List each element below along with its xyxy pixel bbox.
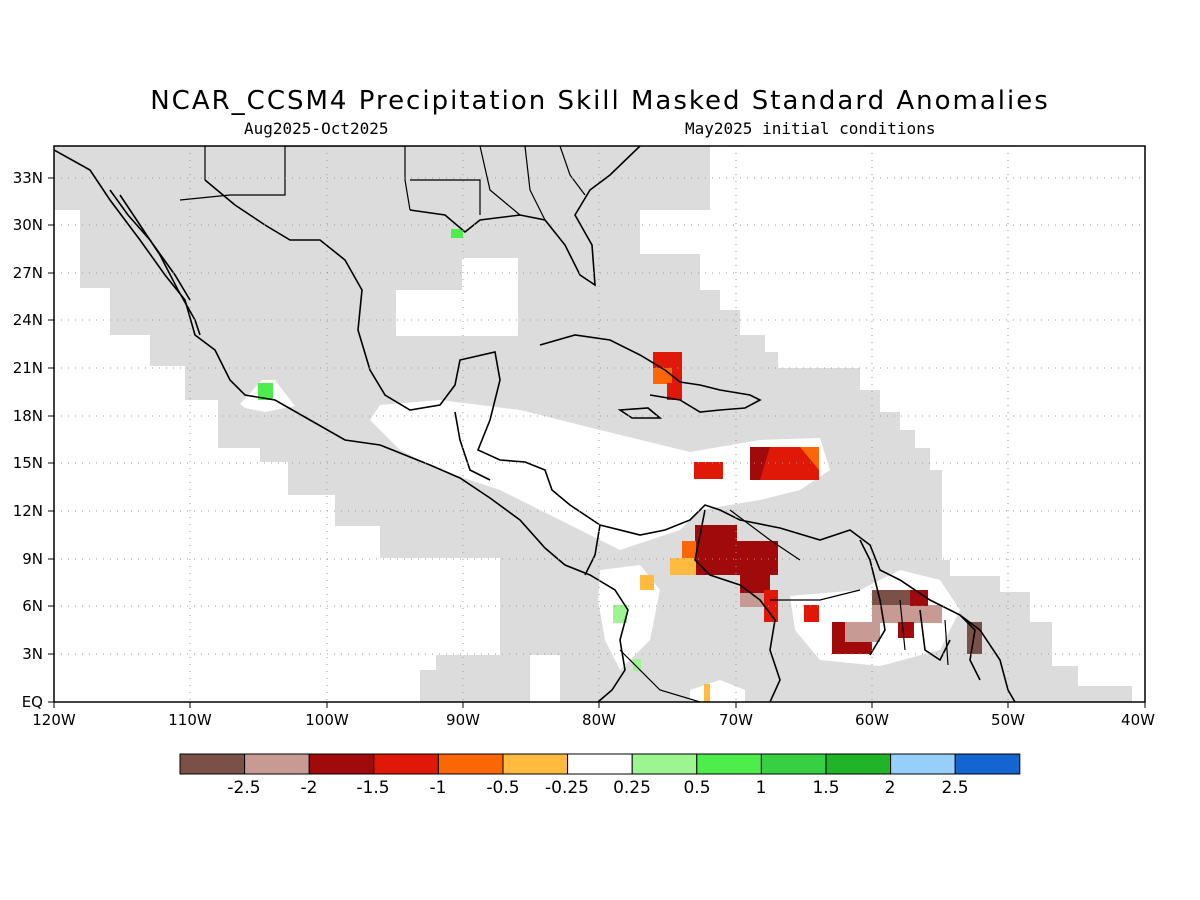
lat-label: EQ — [22, 693, 43, 711]
colorbar-label: -2.5 — [227, 778, 260, 798]
lon-label: 60W — [855, 711, 889, 729]
anomaly-cells — [258, 229, 982, 702]
latitude-labels: 33N 30N 27N 24N 21N 18N 15N 12N 9N 6N 3N… — [13, 169, 43, 711]
colorbar-label: -1 — [430, 778, 447, 798]
colorbar-swatch — [567, 753, 633, 775]
lon-label: 110W — [168, 711, 212, 729]
colorbar-label: -0.5 — [486, 778, 519, 798]
lat-label: 12N — [13, 502, 43, 520]
lat-label: 24N — [13, 311, 43, 329]
lat-label: 21N — [13, 359, 43, 377]
colorbar-labels: -2.5 -2 -1.5 -1 -0.5 -0.25 0.25 0.5 1 1.… — [227, 778, 968, 798]
colorbar-swatch — [502, 753, 569, 775]
lon-label: 100W — [305, 711, 349, 729]
lat-label: 3N — [22, 645, 43, 663]
tick-marks — [48, 177, 1146, 708]
lon-label: 50W — [991, 711, 1025, 729]
colorbar-swatch — [631, 753, 698, 775]
coastlines — [54, 146, 1016, 702]
colorbar-label: 1 — [756, 778, 767, 798]
colorbar-swatch — [179, 753, 246, 775]
colorbar-swatch — [437, 753, 504, 775]
map-title: NCAR_CCSM4 Precipitation Skill Masked St… — [150, 86, 1050, 116]
neutral-patch-caribbean — [370, 400, 830, 550]
country-borders — [179, 146, 949, 702]
colorbar-swatch — [373, 753, 439, 775]
lon-label: 120W — [32, 711, 76, 729]
lat-label: 15N — [13, 454, 43, 472]
lon-label: 70W — [719, 711, 753, 729]
initial-conditions: May2025 initial conditions — [685, 119, 936, 138]
forecast-period: Aug2025-Oct2025 — [244, 119, 389, 138]
lat-label: 30N — [13, 216, 43, 234]
colorbar-label: -1.5 — [356, 778, 389, 798]
neutral-patch-gulf — [396, 258, 518, 336]
map-area — [54, 146, 1132, 702]
skill-mask-region — [54, 146, 1132, 702]
colorbar-label: 0.5 — [683, 778, 710, 798]
colorbar-label: 1.5 — [812, 778, 839, 798]
colorbar-label: -0.25 — [545, 778, 589, 798]
colorbar — [179, 753, 1021, 775]
colorbar-label: 2.5 — [941, 778, 968, 798]
lat-label: 27N — [13, 264, 43, 282]
colorbar-swatch — [696, 753, 762, 775]
colorbar-swatch — [954, 753, 1021, 775]
lon-label: 90W — [446, 711, 480, 729]
lat-label: 9N — [22, 550, 43, 568]
colorbar-swatch — [308, 753, 375, 775]
neutral-patch-south — [690, 680, 745, 702]
longitude-labels: 120W 110W 100W 90W 80W 70W 60W 50W 40W — [32, 711, 1155, 729]
colorbar-swatch — [825, 753, 892, 775]
colorbar-label: 2 — [885, 778, 896, 798]
lon-label: 80W — [582, 711, 616, 729]
colorbar-swatch — [760, 753, 827, 775]
neutral-patch-panama — [598, 565, 660, 670]
colorbar-label: -2 — [301, 778, 318, 798]
colorbar-swatch — [890, 753, 956, 775]
lat-label: 18N — [13, 407, 43, 425]
colorbar-swatch — [244, 753, 310, 775]
lat-label: 33N — [13, 169, 43, 187]
lat-label: 6N — [22, 597, 43, 615]
colorbar-label: 0.25 — [613, 778, 651, 798]
lon-label: 40W — [1121, 711, 1155, 729]
